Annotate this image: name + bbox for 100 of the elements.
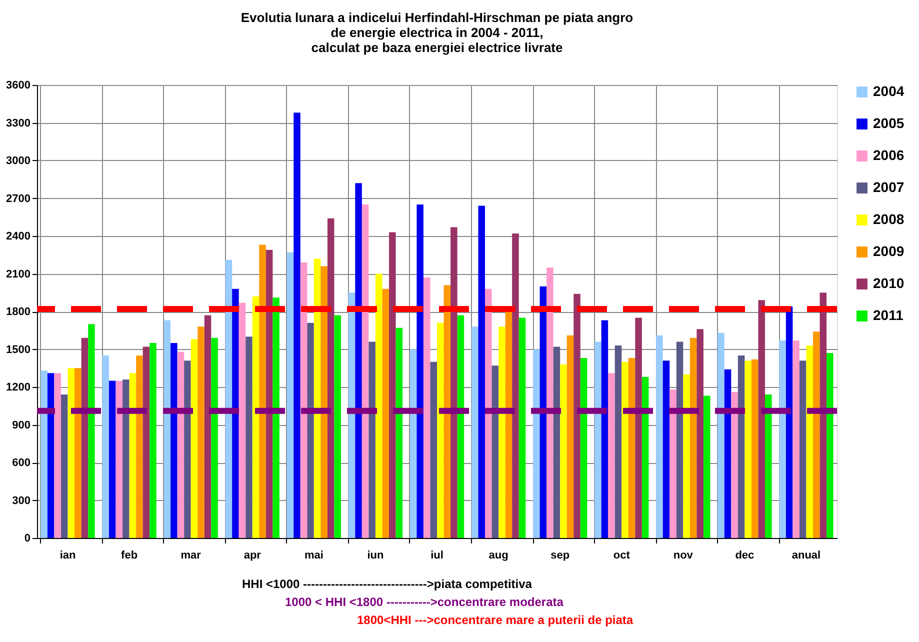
bar [492,366,499,538]
bar [533,349,540,538]
bar [751,359,758,538]
y-tick-label: 2700 [6,192,30,205]
bar [676,342,684,538]
legend-label: 2009 [873,243,904,259]
bar [88,324,95,538]
bar [662,360,670,538]
x-tick-label: anual [792,550,821,562]
x-tick-label: iul [430,550,444,562]
bar [423,278,430,538]
legend-label: 2011 [873,307,904,323]
bar [109,380,116,538]
x-tick-label: apr [244,550,262,562]
bar [540,286,547,538]
text: de energie electrica in 2004 - 2011, [330,25,544,40]
bar [259,244,266,538]
bar [129,373,136,538]
bar [211,338,218,538]
x-tick-label: dec [735,550,754,562]
x-tick-label: iun [367,550,384,562]
bar [670,390,676,538]
bar [799,360,806,538]
x-tick-label: ian [60,550,76,562]
x-tick-label: sep [550,550,570,562]
bar [594,342,602,538]
bar [560,364,567,538]
y-tick-label: 2100 [6,268,30,280]
bar [553,346,560,538]
bar [690,338,697,538]
bar [294,112,300,538]
y-tick-label: 1500 [6,344,30,356]
x-tick-label: oct [613,550,630,562]
bar [601,320,608,538]
bar [246,336,252,538]
bar [150,342,156,538]
bar [314,258,321,538]
y-tick-label: 3000 [6,155,30,167]
y-tick-label: 3300 [6,117,30,130]
bar [826,353,834,538]
bar [820,292,827,538]
bar [47,373,54,538]
text: 1800<HHI --->concentrare mare a puterii de piata [357,613,634,627]
bar [327,218,334,538]
bar [512,233,519,538]
bar [74,368,82,538]
bar [450,227,458,538]
y-tick-label: 3600 [6,80,30,92]
bar [410,349,417,538]
bar [444,285,451,538]
bar [61,394,68,538]
bar [498,326,506,538]
bar [116,380,123,538]
bar [320,266,328,538]
bar [518,318,526,538]
bar [738,356,745,538]
bar [731,392,738,538]
bar [300,262,308,538]
bar [622,362,628,538]
bar [177,352,184,538]
bar [396,328,403,538]
bar [136,356,143,538]
bar [430,362,437,538]
y-tick-label: 600 [12,457,30,469]
bar [238,302,246,538]
bar [765,394,772,538]
y-tick-label: 0 [24,532,30,544]
text: 1000 < HHI <1800 ----------->concentrare moderata [285,595,564,609]
bar [656,335,663,538]
text: Evolutia lunara a indicelui Herfindahl-Hirschman pe piata angro [240,10,634,25]
x-tick-label: mar [180,550,202,562]
bar [471,326,478,538]
bar [232,288,239,538]
bar [54,373,61,538]
bar [758,300,765,538]
bar [642,376,649,538]
bar [355,183,362,538]
legend-label: 2007 [873,179,904,195]
legend-label: 2004 [873,83,904,99]
bar [779,340,786,538]
bar [204,315,212,538]
y-tick-label: 2400 [6,230,30,242]
bar [505,312,512,538]
bar [389,232,396,538]
bar [608,373,615,538]
bar [806,345,813,538]
bar [786,306,793,538]
y-tick-label: 900 [12,419,30,432]
bar [437,322,444,538]
bar [382,288,389,538]
bar [696,329,704,538]
bar [635,318,642,538]
bar [614,345,622,538]
bar [724,369,732,538]
bar [813,332,820,538]
bar [170,342,178,538]
legend-label: 2006 [873,147,904,163]
x-tick-label: feb [121,550,138,562]
bar [164,320,171,538]
bar [198,326,204,538]
